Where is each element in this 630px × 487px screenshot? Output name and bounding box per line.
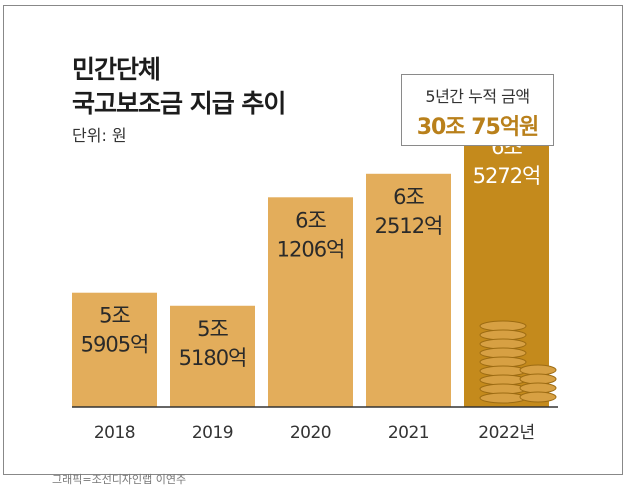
bar-value-label: 6조	[393, 185, 424, 209]
x-tick-label: 2018	[94, 423, 135, 443]
coin-icon	[519, 391, 557, 403]
bar-2021	[366, 173, 451, 407]
chart-title-line1: 민간단체	[72, 55, 161, 84]
bar-2019	[170, 305, 255, 407]
callout-value: 30조 75억원	[416, 115, 540, 140]
x-tick-label: 2019	[192, 423, 233, 443]
bar-value-label: 6조	[295, 208, 326, 232]
bar-value-label: 5272억	[473, 164, 541, 188]
bar-value-label: 5180억	[179, 346, 247, 370]
coin-icon	[479, 392, 527, 404]
x-tick-label: 2021	[388, 423, 429, 443]
cumulative-callout: 5년간 누적 금액 30조 75억원	[401, 74, 554, 146]
bar-value-label: 1206억	[277, 237, 345, 261]
x-tick-label: 2020	[290, 423, 331, 443]
unit-label: 단위: 원	[72, 126, 127, 145]
bar-value-label: 5905억	[81, 333, 149, 357]
chart-title-line2: 국고보조금 지급 추이	[72, 89, 286, 118]
bar-value-label: 5조	[197, 317, 228, 341]
bar-2018	[72, 292, 157, 407]
x-tick-label: 2022년	[478, 423, 534, 443]
bar-value-label: 2512억	[375, 214, 443, 238]
coin-stack-illustration	[479, 320, 557, 404]
graphic-credit: 그래픽=조선디자인랩 이연주	[52, 473, 187, 486]
bar-value-label: 5조	[99, 304, 130, 328]
callout-label: 5년간 누적 금액	[425, 87, 530, 106]
bar-2020	[268, 197, 353, 407]
